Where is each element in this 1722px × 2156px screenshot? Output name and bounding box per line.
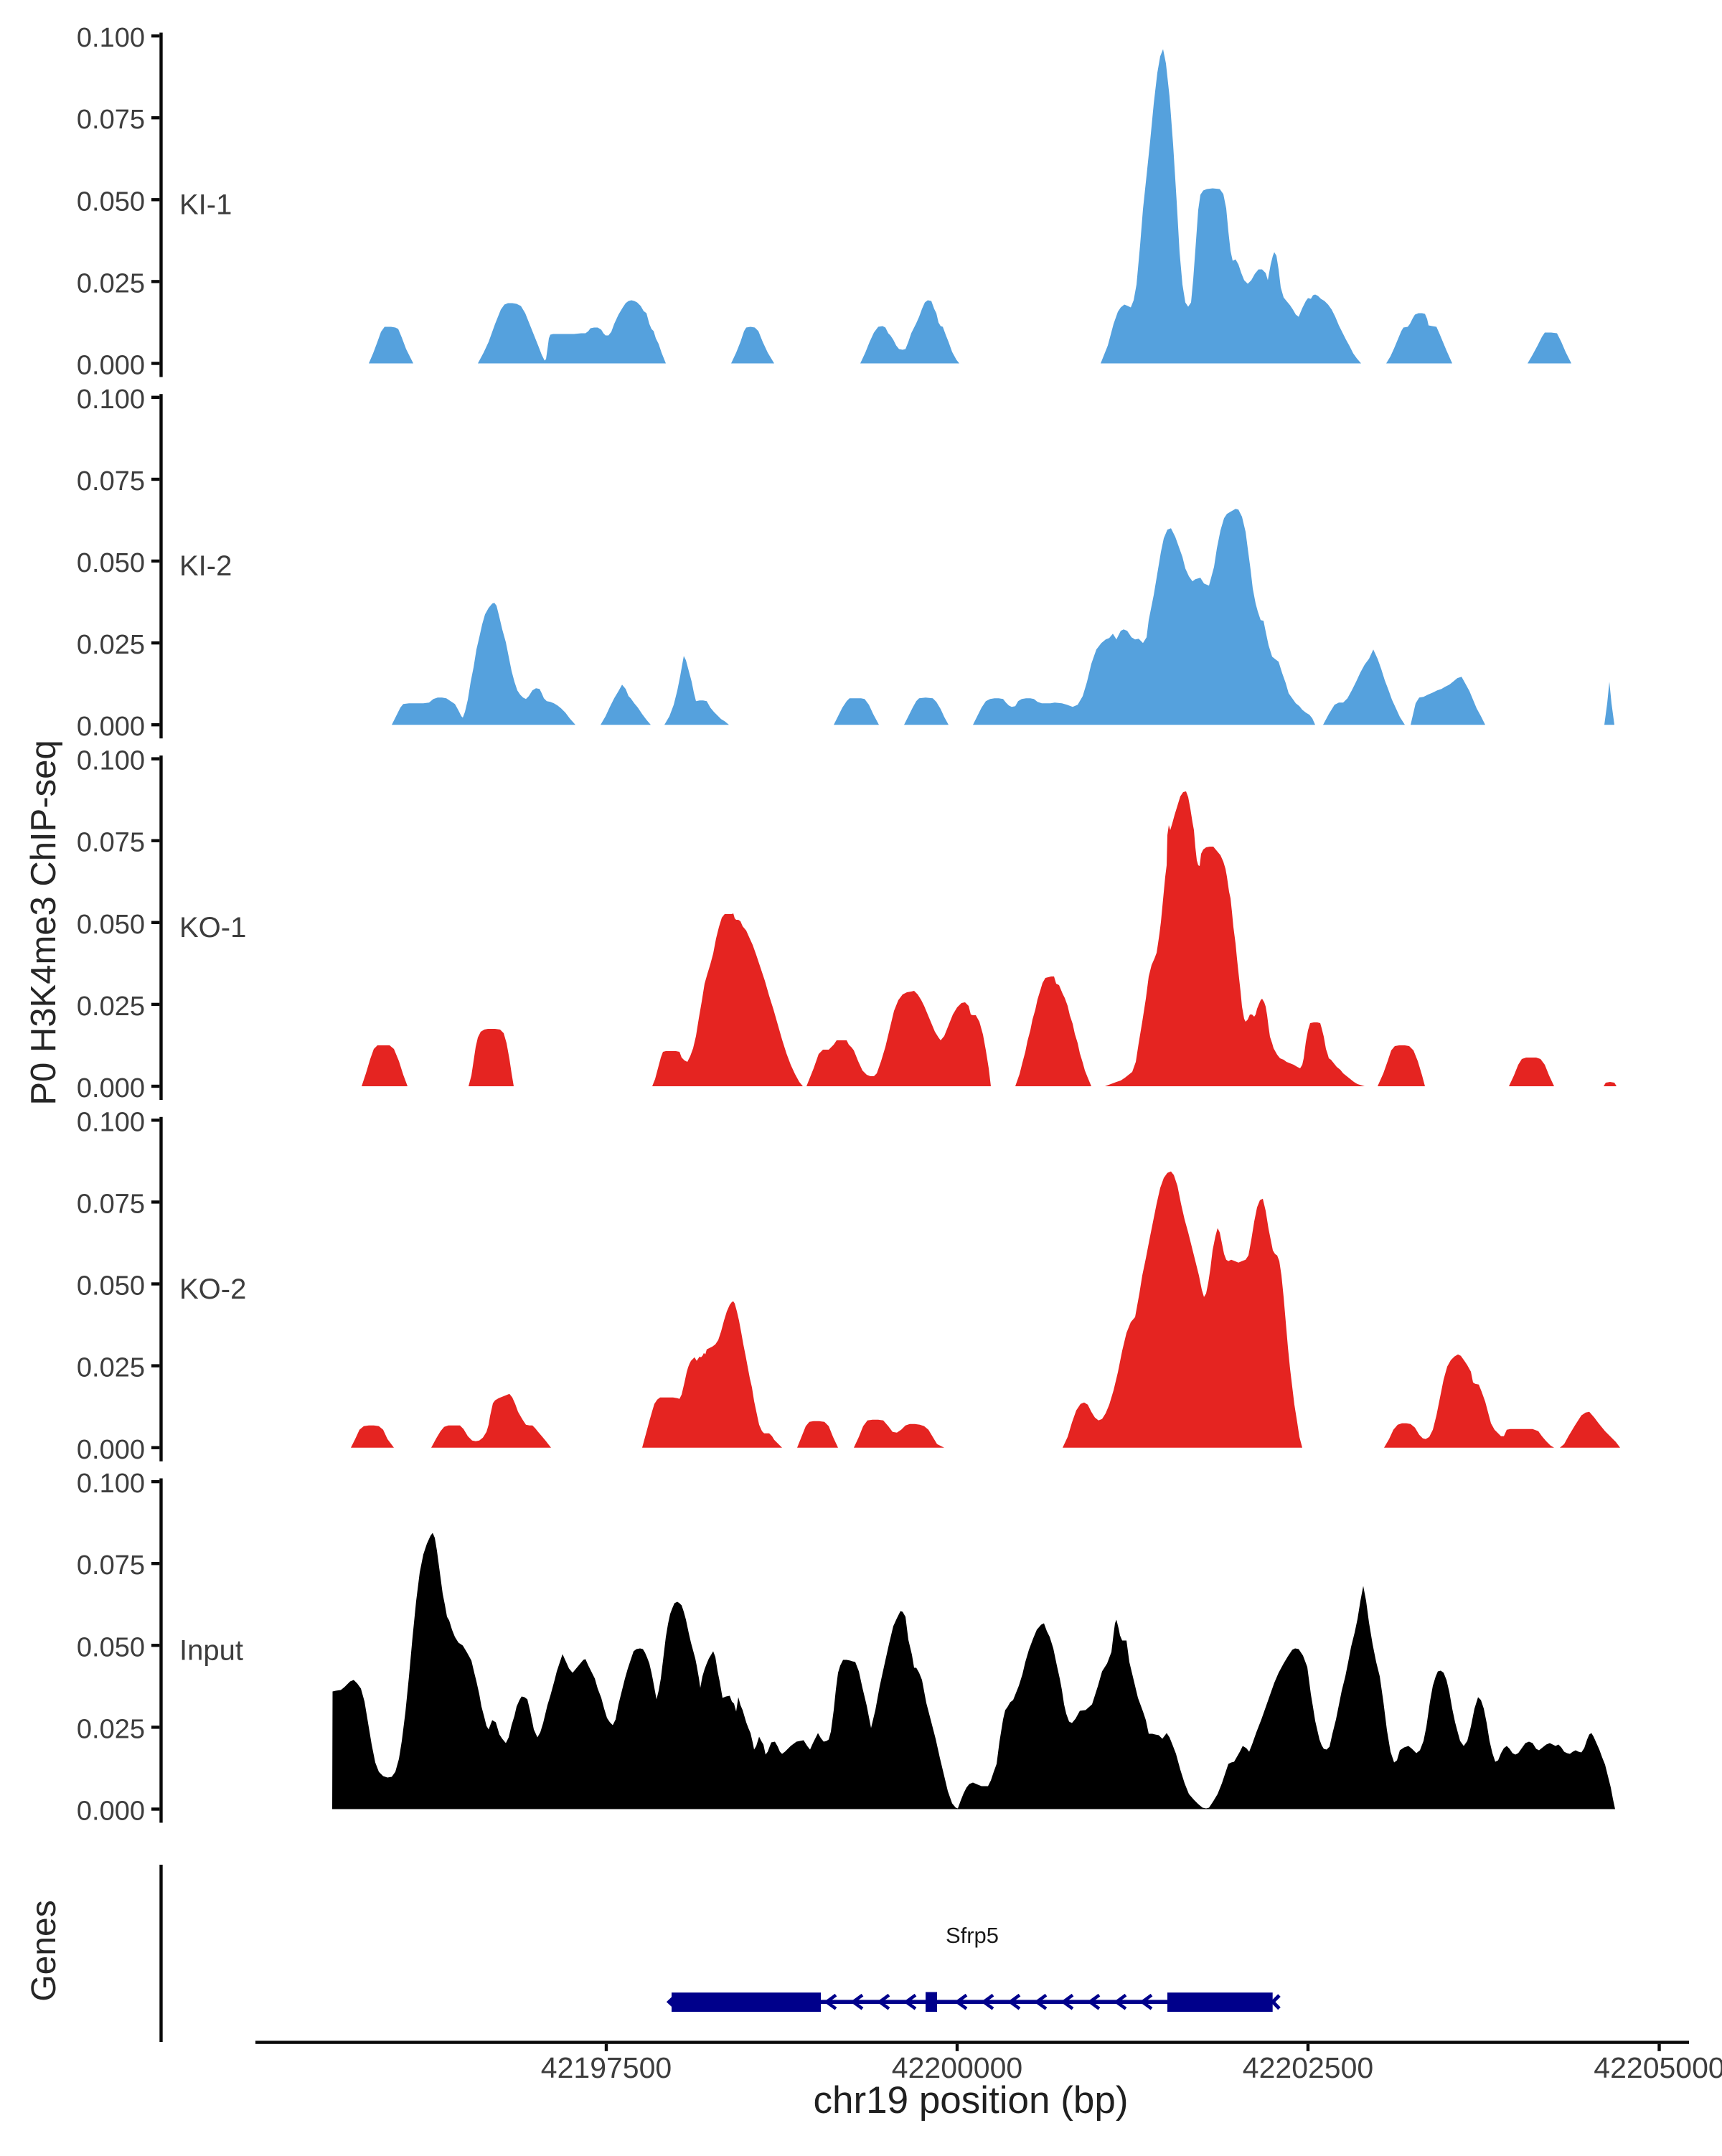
svg-text:0.000: 0.000: [77, 1797, 145, 1827]
svg-text:Sfrp5: Sfrp5: [946, 1923, 999, 1948]
svg-text:Genes: Genes: [25, 1900, 63, 2001]
svg-text:42197500: 42197500: [541, 2051, 672, 2084]
svg-text:0.100: 0.100: [77, 23, 145, 53]
svg-text:0.050: 0.050: [77, 1632, 145, 1662]
svg-text:0.100: 0.100: [77, 1469, 145, 1499]
svg-text:0.075: 0.075: [77, 466, 145, 496]
svg-text:0.000: 0.000: [77, 351, 145, 381]
svg-text:0.050: 0.050: [77, 1271, 145, 1301]
svg-text:0.000: 0.000: [77, 1073, 145, 1103]
svg-text:0.025: 0.025: [77, 630, 145, 660]
svg-text:0.075: 0.075: [77, 1550, 145, 1581]
svg-text:42205000: 42205000: [1594, 2051, 1722, 2084]
svg-text:0.075: 0.075: [77, 1189, 145, 1219]
svg-text:0.075: 0.075: [77, 828, 145, 858]
svg-text:0.000: 0.000: [77, 712, 145, 742]
svg-text:0.100: 0.100: [77, 1107, 145, 1137]
svg-text:0.100: 0.100: [77, 385, 145, 415]
svg-text:0.000: 0.000: [77, 1435, 145, 1465]
svg-text:0.050: 0.050: [77, 187, 145, 217]
svg-text:KI-1: KI-1: [179, 189, 232, 221]
svg-text:0.075: 0.075: [77, 105, 145, 135]
svg-text:0.050: 0.050: [77, 548, 145, 578]
svg-text:0.100: 0.100: [77, 746, 145, 776]
svg-text:42200000: 42200000: [892, 2051, 1022, 2084]
svg-text:KI-2: KI-2: [179, 550, 232, 582]
svg-text:chr19 position (bp): chr19 position (bp): [814, 2079, 1129, 2122]
svg-text:KO-2: KO-2: [179, 1274, 246, 1305]
svg-text:0.025: 0.025: [77, 1714, 145, 1744]
svg-text:0.050: 0.050: [77, 910, 145, 940]
svg-text:P0 H3K4me3 ChIP-seq: P0 H3K4me3 ChIP-seq: [24, 740, 63, 1105]
svg-text:0.025: 0.025: [77, 268, 145, 298]
svg-text:0.025: 0.025: [77, 1353, 145, 1383]
svg-text:42202500: 42202500: [1243, 2051, 1373, 2084]
svg-text:KO-1: KO-1: [179, 912, 246, 943]
svg-text:0.025: 0.025: [77, 992, 145, 1022]
svg-text:Input: Input: [179, 1635, 243, 1667]
